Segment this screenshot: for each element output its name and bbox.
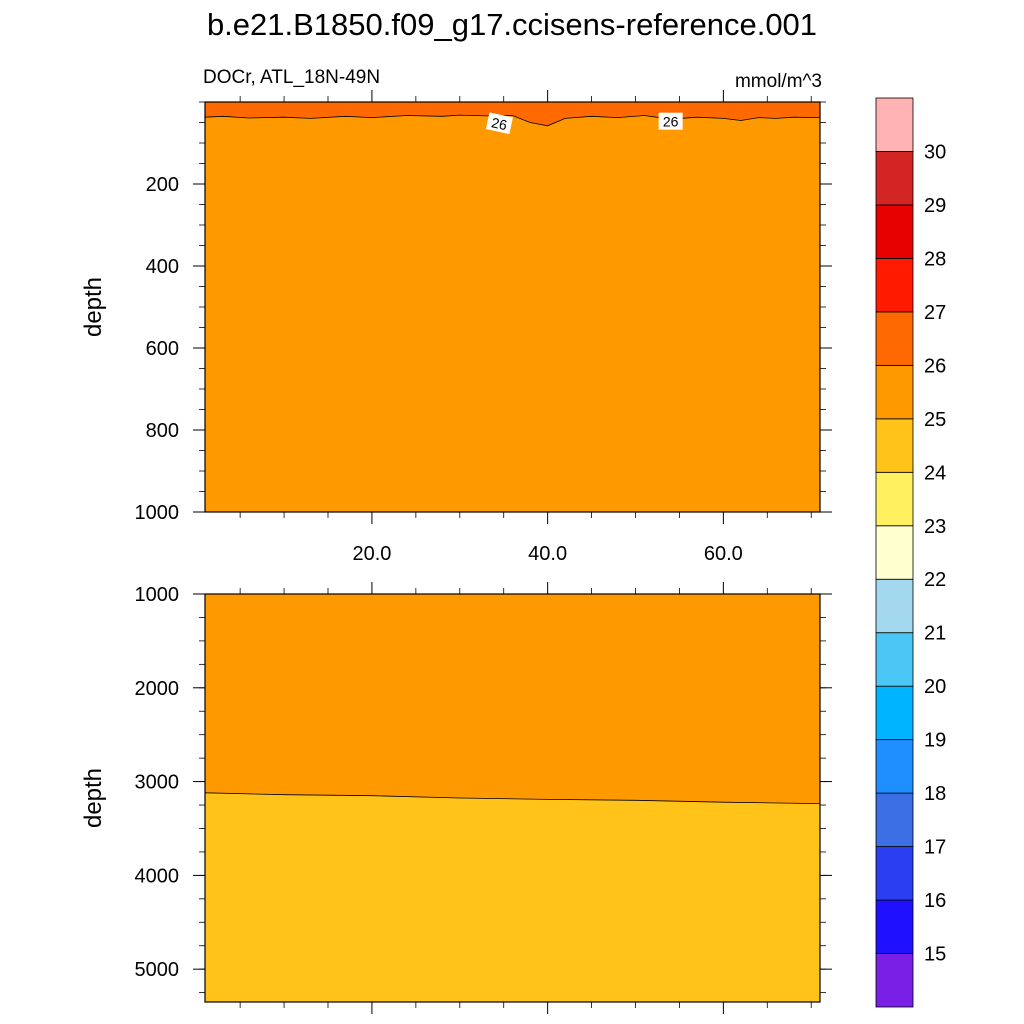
y-tick-label: 400 xyxy=(146,256,179,278)
contour-line-25 xyxy=(204,792,821,804)
colorbar-label: 27 xyxy=(924,302,946,324)
y-tick-label: 2000 xyxy=(135,678,180,700)
contour-label-box xyxy=(658,112,683,130)
colorbar-box xyxy=(875,311,914,366)
y-axis-label: depth xyxy=(80,277,107,337)
contour-line-26 xyxy=(204,114,821,127)
colorbar-label: 18 xyxy=(924,783,946,805)
colorbar-label: 17 xyxy=(924,837,946,859)
colorbar-label: 25 xyxy=(924,409,946,431)
colorbar: 15 16 17 18 19 20 21 22 23 24 25 26 27 28 29 30 xyxy=(875,97,946,1008)
colorbar-box xyxy=(875,739,914,794)
y-axis-label: depth xyxy=(80,768,107,828)
colorbar-label: 26 xyxy=(924,355,946,377)
colorbar-label: 23 xyxy=(924,516,946,538)
colorbar-label: 30 xyxy=(924,141,946,163)
colorbar-box xyxy=(875,685,914,741)
colorbar-box xyxy=(875,364,914,420)
contour-fill-level-25 xyxy=(205,594,820,804)
colorbar-label: 20 xyxy=(924,676,946,698)
y-tick-label: 1000 xyxy=(135,502,180,524)
contour-label: 26 xyxy=(485,112,513,135)
colorbar-label: 16 xyxy=(924,890,946,912)
colorbar-box xyxy=(875,418,914,473)
chart-units-label: mmol/m^3 xyxy=(735,71,822,92)
contour-fill-level-26 xyxy=(205,102,820,126)
contour-label-text: 26 xyxy=(663,114,679,130)
y-tick-label: 5000 xyxy=(135,959,180,981)
lower-panel: 1000 2000 3000 4000 5000 depth xyxy=(80,582,832,1014)
colorbar-box xyxy=(875,525,914,580)
colorbar-box xyxy=(875,471,914,527)
colorbar-label: 29 xyxy=(924,195,946,217)
colorbar-box xyxy=(875,578,914,634)
x-tick-label: 40.0 xyxy=(528,543,567,565)
y-tick-label: 1000 xyxy=(135,584,180,606)
colorbar-box xyxy=(875,151,914,206)
colorbar-label: 15 xyxy=(924,944,946,966)
y-tick-label: 4000 xyxy=(135,865,180,887)
y-tick-label: 800 xyxy=(146,420,179,442)
upper-panel: 26 26 200 400 600 800 1000 20.0 40.0 60.0 depth xyxy=(80,90,832,565)
colorbar-box xyxy=(875,792,914,847)
y-tick-label: 200 xyxy=(146,174,179,196)
colorbar-box xyxy=(875,632,914,687)
colorbar-box xyxy=(875,258,914,313)
colorbar-box xyxy=(875,899,914,954)
colorbar-label: 28 xyxy=(924,248,946,270)
x-tick-label: 20.0 xyxy=(352,543,391,565)
plot-frame xyxy=(204,593,821,1003)
x-tick-label: 60.0 xyxy=(704,543,743,565)
colorbar-box xyxy=(875,97,914,152)
y-tick-label: 3000 xyxy=(135,772,180,794)
colorbar-label: 24 xyxy=(924,462,946,484)
colorbar-box xyxy=(875,846,914,901)
colorbar-label: 22 xyxy=(924,569,946,591)
colorbar-label: 19 xyxy=(924,730,946,752)
chart-subtitle-left: DOCr, ATL_18N-49N xyxy=(203,67,380,88)
colorbar-box xyxy=(875,953,914,1008)
colorbar-box xyxy=(875,204,914,259)
contour-label: 26 xyxy=(658,112,683,130)
chart-title: b.e21.B1850.f09_g17.ccisens-reference.00… xyxy=(207,7,817,42)
contour-label-box xyxy=(485,112,513,135)
contour-fill-base xyxy=(205,102,820,512)
contour-label-text: 26 xyxy=(490,114,509,133)
colorbar-label: 21 xyxy=(924,623,946,645)
y-tick-label: 600 xyxy=(146,338,179,360)
